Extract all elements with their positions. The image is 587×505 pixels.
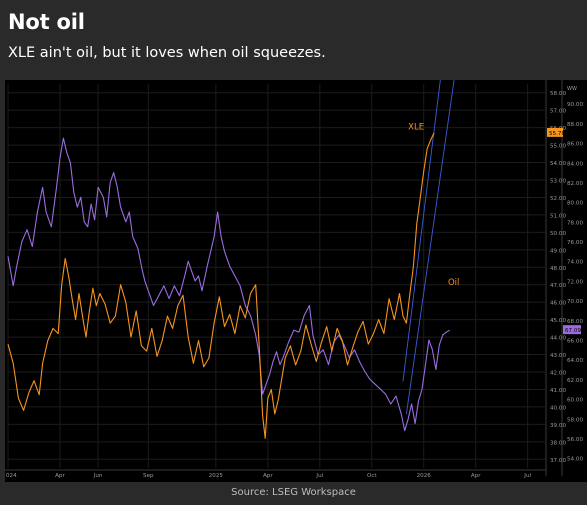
- y-right-header: WW: [567, 86, 577, 92]
- annotation-xle: XLE: [408, 122, 424, 132]
- y-left-tick-label: 37.00: [550, 458, 566, 464]
- source-note: Source: LSEG Workspace: [231, 487, 356, 498]
- y-right-tick-label: 64.00: [567, 358, 583, 364]
- y-right-tick-label: 62.00: [567, 378, 583, 384]
- x-tick-label: Oct: [367, 473, 377, 479]
- x-tick-label: Apr: [471, 473, 481, 479]
- y-left-tick-label: 54.00: [550, 161, 566, 167]
- x-tick-label: Apr: [55, 473, 65, 479]
- y-right-tick-label: 70.00: [567, 299, 583, 305]
- y-right-tick-label: 68.00: [567, 319, 583, 325]
- x-tick-label: Apr: [263, 473, 273, 479]
- y-left-tick-label: 50.00: [550, 231, 566, 237]
- y-right-tick-label: 72.00: [567, 279, 583, 285]
- x-tick-label: Sep: [143, 473, 154, 479]
- y-right-tick-label: 74.00: [567, 260, 583, 266]
- x-tick-label: Jul: [315, 473, 323, 479]
- y-right-tick-label: 84.00: [567, 161, 583, 167]
- y-right-tick-label: 60.00: [567, 398, 583, 404]
- x-tick-label: 2026: [417, 473, 432, 479]
- y-right-tick-label: 90.00: [567, 102, 583, 108]
- oil-last-value-label: 67.09: [565, 328, 581, 334]
- y-left-tick-label: 53.00: [550, 179, 566, 185]
- y-left-tick-label: 41.00: [550, 388, 566, 394]
- y-right-tick-label: 56.00: [567, 437, 583, 443]
- y-right-tick-label: 76.00: [567, 240, 583, 246]
- y-right-tick-label: 80.00: [567, 201, 583, 207]
- y-left-tick-label: 57.00: [550, 109, 566, 115]
- y-left-tick-label: 48.00: [550, 266, 566, 272]
- oil-last-value-badge: [563, 325, 581, 335]
- y-left-tick-label: 49.00: [550, 248, 566, 254]
- annotation-oil: Oil: [448, 278, 459, 288]
- y-right-tick-label: 58.00: [567, 417, 583, 423]
- xle-last-value-label: 55.70: [549, 131, 565, 137]
- y-right-tick-label: 78.00: [567, 220, 583, 226]
- y-left-tick-label: 45.00: [550, 318, 566, 324]
- xle-last-value-badge: [547, 127, 563, 137]
- x-tick-label: 2025: [209, 473, 224, 479]
- y-left-tick-label: 38.00: [550, 440, 566, 446]
- page-title: Not oil: [8, 10, 85, 34]
- y-left-tick-label: 43.00: [550, 353, 566, 359]
- y-left-tick-label: 58.00: [550, 91, 566, 97]
- chart-background: [5, 80, 587, 482]
- line-chart[interactable]: XLE Oil 37.00 38.00 39.00 40.00 41.00 42.00 43.0…: [5, 74, 587, 482]
- trend-line-lower: [402, 74, 442, 382]
- y-right-tick-label: 88.00: [567, 122, 583, 128]
- y-left-tick-label: 55.00: [550, 144, 566, 150]
- x-tick-label: Jul: [523, 473, 531, 479]
- y-left-tick-label: 51.00: [550, 213, 566, 219]
- series-line-oil: [7, 137, 450, 432]
- series-line-xle: [7, 132, 435, 439]
- y-right-tick-label: 54.00: [567, 457, 583, 463]
- y-left-tick-label: 40.00: [550, 405, 566, 411]
- y-right-tick-label: 82.00: [567, 181, 583, 187]
- page-subtitle: XLE ain't oil, but it loves when oil squ…: [8, 45, 326, 61]
- y-left-tick-label: 44.00: [550, 336, 566, 342]
- y-left-tick-label: 52.00: [550, 196, 566, 202]
- y-left-tick-label: 42.00: [550, 371, 566, 377]
- y-left-tick-label: 46.00: [550, 301, 566, 307]
- y-right-tick-label: 86.00: [567, 142, 583, 148]
- y-left-tick-label: 47.00: [550, 283, 566, 289]
- y-left-tick-label: 39.00: [550, 423, 566, 429]
- y-right-tick-label: 66.00: [567, 339, 583, 345]
- x-tick-label: Jun: [93, 473, 103, 479]
- trend-line-upper: [405, 74, 456, 414]
- chart-frame: XLE Oil 37.00 38.00 39.00 40.00 41.00 42.00 43.0…: [5, 74, 587, 482]
- x-tick-label: 024: [6, 473, 17, 479]
